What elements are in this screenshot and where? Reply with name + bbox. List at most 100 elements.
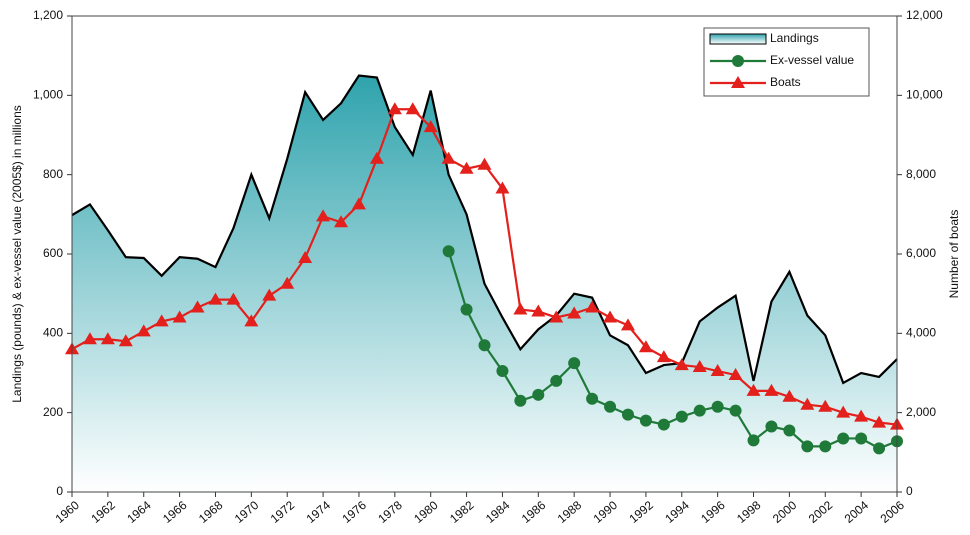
- marker: [728, 367, 743, 380]
- y-tick-label: 0: [56, 484, 63, 498]
- marker: [280, 276, 295, 289]
- marker: [837, 432, 850, 445]
- marker: [747, 434, 760, 447]
- marker: [746, 383, 761, 396]
- y-tick-label: 1,000: [33, 88, 63, 102]
- y2-tick-label: 0: [906, 484, 913, 498]
- x-tick-label: 1996: [698, 498, 728, 526]
- marker: [854, 409, 869, 422]
- marker: [550, 374, 563, 387]
- marker: [731, 76, 745, 88]
- marker: [585, 300, 600, 313]
- marker: [100, 332, 115, 345]
- x-tick-label: 1976: [339, 498, 369, 526]
- marker: [334, 215, 349, 228]
- marker: [782, 389, 797, 402]
- marker: [765, 420, 778, 433]
- x-tick-label: 1970: [232, 498, 262, 526]
- marker: [82, 332, 97, 345]
- x-tick-label: 2004: [842, 498, 872, 526]
- marker: [675, 410, 688, 423]
- x-tick-label: 1978: [375, 498, 405, 526]
- marker: [351, 197, 366, 210]
- x-tick-label: 1968: [196, 498, 226, 526]
- marker: [172, 310, 187, 323]
- marker: [800, 397, 815, 410]
- y2-tick-label: 6,000: [906, 246, 936, 260]
- marker: [620, 318, 635, 331]
- marker: [118, 334, 133, 347]
- x-tick-label: 1974: [304, 498, 334, 526]
- marker: [674, 358, 689, 371]
- marker: [190, 300, 205, 313]
- marker: [478, 339, 491, 352]
- marker: [621, 408, 634, 421]
- y2-axis-title: Number of boats: [947, 210, 961, 299]
- x-tick-label: 1992: [626, 498, 656, 526]
- marker: [369, 151, 384, 164]
- x-tick-label: 1962: [88, 498, 118, 526]
- marker: [405, 102, 420, 115]
- y-tick-label: 400: [43, 326, 63, 340]
- marker: [208, 292, 223, 305]
- marker: [710, 364, 725, 377]
- x-tick-label: 1994: [662, 498, 692, 526]
- marker: [764, 383, 779, 396]
- marker: [262, 288, 277, 301]
- marker: [532, 388, 545, 401]
- y-tick-label: 600: [43, 246, 63, 260]
- legend-label: Landings: [770, 31, 819, 45]
- legend-label: Boats: [770, 75, 801, 89]
- marker: [477, 157, 492, 170]
- marker: [513, 302, 528, 315]
- marker: [442, 245, 455, 258]
- marker: [136, 324, 151, 337]
- y2-tick-label: 8,000: [906, 167, 936, 181]
- plot-frame: [71, 15, 898, 493]
- legend-label: Ex-vessel value: [770, 53, 854, 67]
- x-tick-label: 1990: [591, 498, 621, 526]
- marker: [441, 151, 456, 164]
- marker: [657, 418, 670, 431]
- marker: [298, 250, 313, 263]
- marker: [495, 181, 510, 194]
- marker: [603, 310, 618, 323]
- x-tick-label: 1984: [483, 498, 513, 526]
- marker: [855, 432, 868, 445]
- marker: [819, 440, 832, 453]
- x-tick-label: 1960: [53, 498, 83, 526]
- x-tick-label: 2006: [878, 498, 908, 526]
- marker: [801, 440, 814, 453]
- x-tick-label: 2000: [770, 498, 800, 526]
- y-tick-label: 200: [43, 405, 63, 419]
- marker: [514, 394, 527, 407]
- marker: [783, 424, 796, 437]
- marker: [872, 415, 887, 428]
- y2-tick-label: 4,000: [906, 326, 936, 340]
- marker: [387, 102, 402, 115]
- x-tick-label: 1980: [411, 498, 441, 526]
- y2-tick-label: 2,000: [906, 405, 936, 419]
- y-axis-title: Landings (pounds) & ex-vessel value (200…: [10, 105, 24, 403]
- marker: [567, 306, 582, 319]
- x-tick-label: 1998: [734, 498, 764, 526]
- marker: [226, 292, 241, 305]
- marker: [732, 55, 744, 67]
- y2-tick-label: 12,000: [906, 8, 943, 22]
- marker: [460, 303, 473, 316]
- marker: [818, 399, 833, 412]
- marker: [244, 314, 259, 327]
- marker: [692, 360, 707, 373]
- marker: [568, 357, 581, 370]
- series-line: [71, 74, 898, 385]
- marker: [711, 400, 724, 413]
- marker: [693, 404, 706, 417]
- marker: [316, 209, 331, 222]
- x-tick-label: 1986: [519, 498, 549, 526]
- y2-tick-label: 10,000: [906, 88, 943, 102]
- x-tick-label: 2002: [806, 498, 836, 526]
- marker: [549, 310, 564, 323]
- marker: [873, 442, 886, 455]
